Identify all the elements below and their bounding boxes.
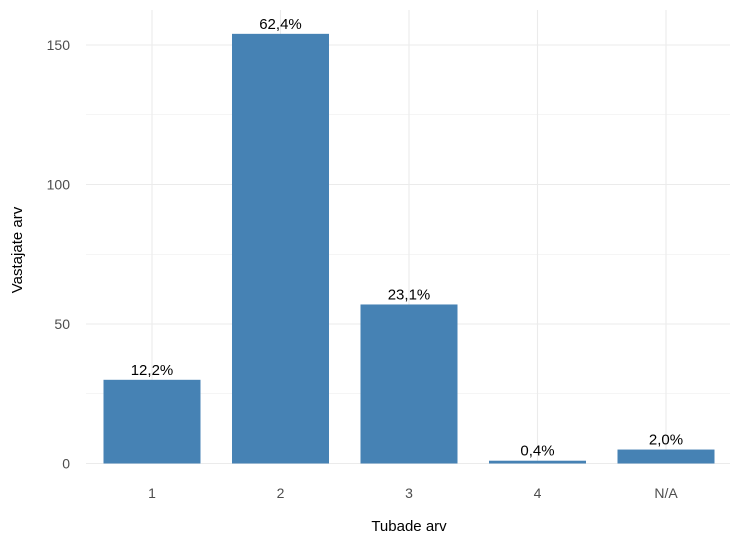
x-tick-label: 4 xyxy=(534,485,542,501)
y-axis-ticks: 0 50 100 150 xyxy=(47,37,71,472)
x-tick-label: 1 xyxy=(148,485,156,501)
bar-4 xyxy=(489,460,586,464)
data-labels: 12,2% 62,4% 23,1% 0,4% 2,0% xyxy=(131,16,683,460)
y-tick-label: 150 xyxy=(47,37,71,53)
x-tick-label: 2 xyxy=(277,485,285,501)
x-axis-title: Tubade arv xyxy=(371,518,447,535)
data-label: 23,1% xyxy=(388,286,431,303)
bar-2 xyxy=(232,33,329,464)
bar-n-a xyxy=(617,449,715,464)
data-label: 12,2% xyxy=(131,362,174,379)
y-tick-label: 50 xyxy=(54,316,70,332)
x-tick-label: N/A xyxy=(654,485,678,501)
y-tick-label: 0 xyxy=(62,456,70,472)
bar-1 xyxy=(103,379,201,464)
data-label: 0,4% xyxy=(520,443,554,460)
bars xyxy=(103,33,715,464)
x-tick-label: 3 xyxy=(405,485,413,501)
x-axis-ticks: 1 2 3 4 N/A xyxy=(148,485,678,501)
y-tick-label: 100 xyxy=(47,177,71,193)
data-label: 62,4% xyxy=(259,16,302,33)
data-label: 2,0% xyxy=(649,432,683,449)
y-axis-title: Vastajate arv xyxy=(9,206,26,293)
bar-3 xyxy=(360,304,458,464)
